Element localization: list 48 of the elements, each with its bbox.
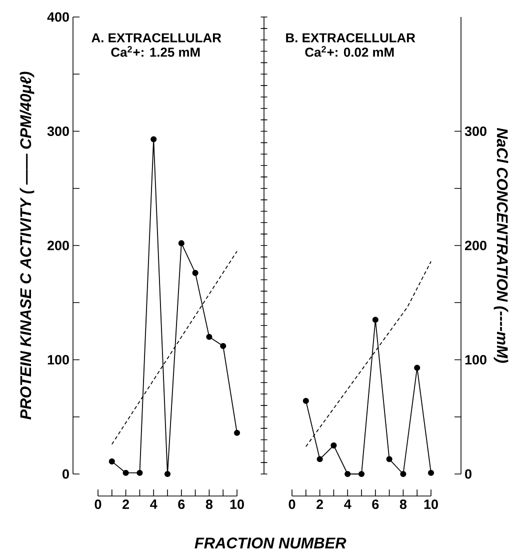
point [192, 270, 198, 276]
y-tick-label: 200 [48, 240, 69, 250]
point [234, 430, 240, 436]
point [372, 316, 378, 323]
y-tick-label: 0 [62, 469, 69, 479]
point [428, 470, 434, 476]
point [330, 442, 337, 448]
y2-tick-label: 100 [465, 354, 486, 365]
x-tick-label: 6 [178, 500, 185, 510]
point [122, 470, 129, 476]
x-tick-label: 2 [122, 500, 129, 509]
point [164, 470, 171, 478]
point [302, 398, 309, 404]
x-tick-label: 10 [424, 500, 438, 510]
y-tick-label: 400 [47, 12, 69, 22]
x-axis-title: FRACTION NUMBER [194, 538, 346, 548]
point [220, 343, 226, 350]
point [316, 456, 323, 462]
text: Ca$^{2}$+: 0.02 mM [305, 46, 394, 57]
point [178, 240, 184, 246]
point [108, 458, 115, 464]
point [414, 364, 420, 371]
x-tick-label: 4 [344, 500, 352, 509]
x-tick-label: 8 [206, 500, 213, 510]
text: A. EXTRACELLULAR [92, 33, 222, 42]
point [358, 470, 365, 478]
text: Ca$^{2}$+: 1.25 mM [111, 46, 200, 57]
x-tick-label: 4 [150, 500, 158, 509]
point [386, 456, 392, 462]
y-tick-label: 300 [47, 126, 69, 136]
y-tick-label: 100 [48, 354, 69, 365]
text: B. EXTRACELLULAR [286, 33, 416, 42]
point [344, 470, 351, 478]
y-axis-title: PROTEIN KINASE C ACTIVITY ( —— CPM/40μℓ) [20, 72, 34, 420]
point [206, 334, 212, 340]
x-tick-label: 6 [372, 500, 379, 510]
x-tick-label: 0 [94, 500, 102, 510]
y2-axis-title: NaCl CONCENTRATION (----mM) [494, 128, 508, 363]
y2-tick-label: 0 [465, 469, 472, 479]
x-tick-label: 0 [288, 500, 296, 510]
point [136, 470, 143, 476]
x-tick-label: 2 [316, 500, 323, 509]
y2-tick-label: 300 [464, 126, 486, 136]
x-tick-label: 10 [230, 500, 244, 510]
y2-tick-label: 200 [464, 240, 486, 250]
x-tick-label: 8 [400, 500, 407, 510]
point [400, 470, 406, 478]
point [150, 136, 157, 142]
